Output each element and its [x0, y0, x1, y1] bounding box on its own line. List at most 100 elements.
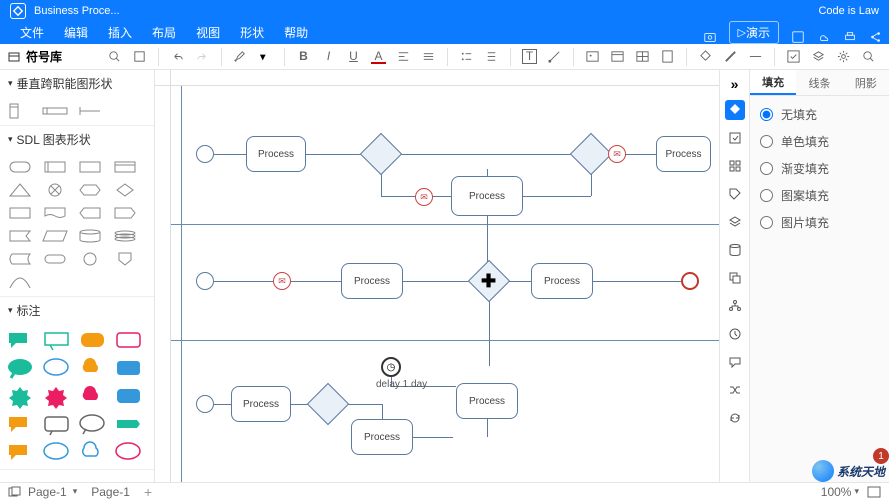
page-dropdown-icon[interactable]: ▾ — [73, 486, 78, 497]
camera-icon[interactable] — [703, 30, 717, 44]
align-v-icon[interactable] — [421, 49, 436, 64]
search-icon[interactable] — [107, 49, 122, 64]
fill-grad-radio[interactable] — [760, 162, 773, 175]
shape-rect2[interactable] — [4, 203, 36, 223]
message-event[interactable]: ✉ — [608, 145, 626, 163]
page-tab[interactable]: Page-1 — [81, 483, 140, 501]
callout-18[interactable] — [40, 440, 73, 465]
export-tool-icon[interactable] — [725, 128, 745, 148]
tab-shadow[interactable]: 阴影 — [843, 70, 889, 95]
fill-pattern-row[interactable]: 图案填充 — [760, 187, 879, 204]
shape-disk[interactable] — [109, 226, 141, 246]
bold-icon[interactable]: B — [296, 49, 311, 64]
callout-6[interactable] — [40, 356, 73, 381]
callout-14[interactable] — [40, 412, 73, 437]
fill-tool-icon[interactable] — [725, 100, 745, 120]
shape-cyl[interactable] — [74, 226, 106, 246]
page-selector[interactable]: Page-1 — [28, 485, 67, 499]
gear-icon[interactable] — [836, 49, 851, 64]
callout-4[interactable] — [112, 328, 145, 353]
table-icon[interactable] — [635, 49, 650, 64]
fill-icon[interactable] — [698, 49, 713, 64]
demo-button[interactable]: ▷ 演示 — [729, 21, 779, 44]
start-event[interactable] — [196, 145, 214, 163]
shape-tag-r[interactable] — [109, 203, 141, 223]
shape-data[interactable] — [39, 226, 71, 246]
layers-icon[interactable] — [811, 49, 826, 64]
callout-17[interactable] — [4, 440, 37, 465]
fill-none-radio[interactable] — [760, 108, 773, 121]
add-page-icon[interactable]: + — [144, 484, 152, 500]
pages-icon[interactable] — [8, 486, 22, 498]
container-icon[interactable] — [610, 49, 625, 64]
process-box[interactable]: Process — [456, 383, 518, 419]
tree-tool-icon[interactable] — [725, 296, 745, 316]
fill-image-radio[interactable] — [760, 216, 773, 229]
callout-2[interactable] — [40, 328, 73, 353]
send-back-icon[interactable] — [725, 268, 745, 288]
message-event[interactable]: ✉ — [273, 272, 291, 290]
callout-19[interactable] — [76, 440, 109, 465]
shape-sdl-2[interactable] — [39, 157, 71, 177]
align-left-icon[interactable] — [396, 49, 411, 64]
shape-sdl-3[interactable] — [74, 157, 106, 177]
callout-13[interactable] — [4, 412, 37, 437]
callout-7[interactable] — [76, 356, 109, 381]
process-box[interactable]: Process — [351, 419, 413, 455]
callout-8[interactable] — [112, 356, 145, 381]
gateway[interactable] — [307, 383, 349, 425]
timer-event[interactable]: ◷ — [381, 357, 401, 377]
menu-layout[interactable]: 布局 — [142, 21, 186, 44]
check-icon[interactable] — [786, 49, 801, 64]
menu-file[interactable]: 文件 — [10, 21, 54, 44]
undo-icon[interactable] — [170, 49, 185, 64]
canvas-area[interactable]: ProcessProcessProcessProcessProcessProce… — [155, 70, 719, 482]
tab-line[interactable]: 线条 — [796, 70, 842, 95]
redo-icon[interactable] — [195, 49, 210, 64]
fill-pattern-radio[interactable] — [760, 189, 773, 202]
text-tool-icon[interactable]: T — [522, 49, 537, 64]
note-icon[interactable] — [660, 49, 675, 64]
save-icon[interactable] — [791, 30, 805, 44]
shuffle-icon[interactable] — [725, 380, 745, 400]
menu-insert[interactable]: 插入 — [98, 21, 142, 44]
callout-16[interactable] — [112, 412, 145, 437]
notification-badge[interactable]: 1 — [873, 448, 889, 464]
db-tool-icon[interactable] — [725, 240, 745, 260]
history-icon[interactable] — [725, 324, 745, 344]
shape-hex[interactable] — [74, 180, 106, 200]
shape-storage[interactable] — [4, 249, 36, 269]
shape-sdl-1[interactable] — [4, 157, 36, 177]
shape-term[interactable] — [39, 249, 71, 269]
connector-icon[interactable] — [547, 49, 562, 64]
print-icon[interactable] — [843, 30, 857, 44]
process-box[interactable]: Process — [246, 136, 306, 172]
library-header[interactable]: 符号库 — [8, 48, 62, 65]
comment-icon[interactable] — [725, 352, 745, 372]
callout-12[interactable] — [112, 384, 145, 409]
shape-x-circle[interactable] — [39, 180, 71, 200]
grid-tool-icon[interactable] — [725, 156, 745, 176]
fill-grad-row[interactable]: 渐变填充 — [760, 160, 879, 177]
message-event[interactable]: ✉ — [415, 188, 433, 206]
italic-icon[interactable]: I — [321, 49, 336, 64]
zoom-level[interactable]: 100% — [821, 485, 852, 499]
process-box[interactable]: Process — [656, 136, 711, 172]
collapse-right-icon[interactable]: » — [731, 76, 739, 92]
fill-none-row[interactable]: 无填充 — [760, 106, 879, 123]
menu-shape[interactable]: 形状 — [230, 21, 274, 44]
callout-1[interactable] — [4, 328, 37, 353]
canvas[interactable]: ProcessProcessProcessProcessProcessProce… — [171, 86, 719, 482]
zoom-icon[interactable] — [861, 49, 876, 64]
layer-tool-icon[interactable] — [725, 212, 745, 232]
image-icon[interactable] — [585, 49, 600, 64]
share-icon[interactable] — [869, 30, 883, 44]
fit-icon[interactable] — [867, 486, 881, 498]
process-box[interactable]: Process — [341, 263, 403, 299]
shape-triangle[interactable] — [4, 180, 36, 200]
fill-solid-radio[interactable] — [760, 135, 773, 148]
callout-9[interactable] — [4, 384, 37, 409]
shape-lane-h[interactable] — [39, 101, 71, 121]
gateway[interactable] — [360, 133, 402, 175]
tab-fill[interactable]: 填充 — [750, 70, 796, 95]
